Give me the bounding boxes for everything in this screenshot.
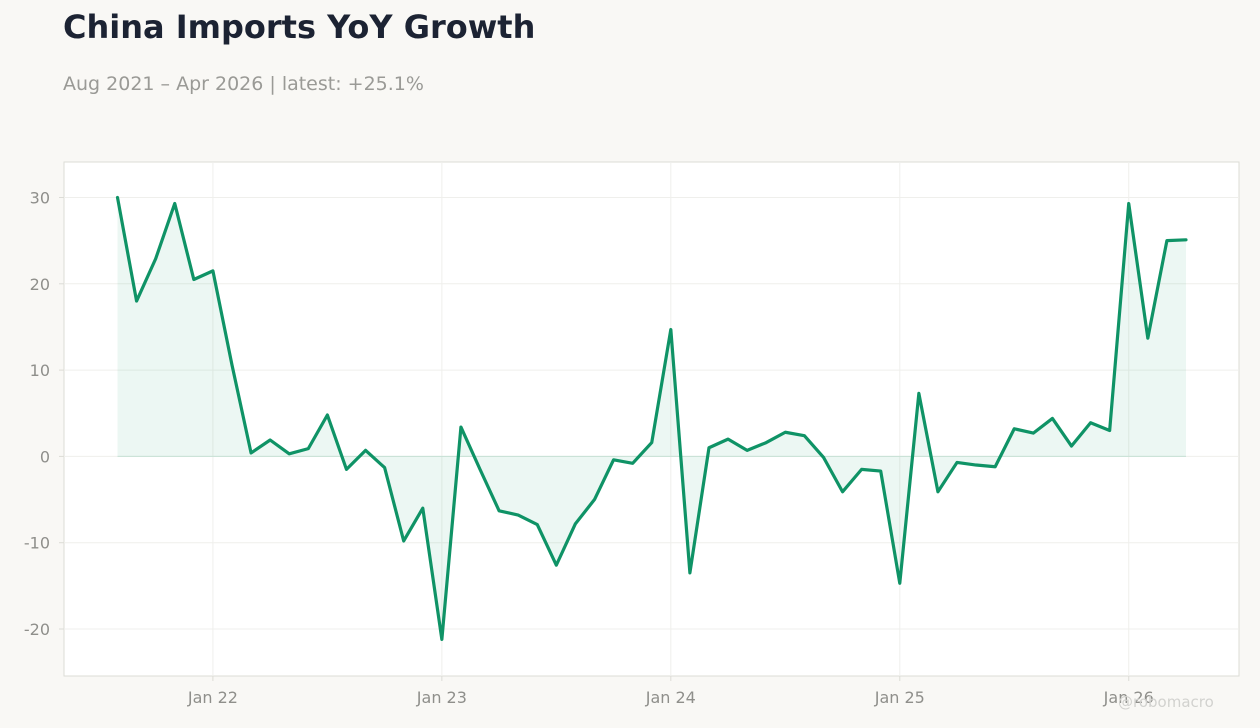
data-point <box>1050 416 1054 420</box>
data-point <box>821 455 825 459</box>
data-point <box>287 452 291 456</box>
series-line <box>115 195 1188 641</box>
plot-area <box>63 161 1240 677</box>
data-point <box>535 523 539 527</box>
data-point <box>650 441 654 445</box>
data-point <box>173 202 177 206</box>
y-tick-label: 0 <box>40 447 50 466</box>
data-point <box>1089 421 1093 425</box>
data-point <box>783 430 787 434</box>
y-tick-label: -10 <box>24 534 50 553</box>
chart-title: China Imports YoY Growth <box>63 8 536 46</box>
data-point <box>478 467 482 471</box>
data-point <box>230 363 234 367</box>
data-point <box>745 448 749 452</box>
data-point <box>402 539 406 543</box>
x-tick-label: Jan 22 <box>187 688 238 707</box>
data-point <box>440 637 444 641</box>
data-point <box>612 458 616 462</box>
data-point <box>516 513 520 517</box>
y-tick-label: 20 <box>30 275 50 294</box>
y-tick-label: 10 <box>30 361 50 380</box>
data-point <box>1127 202 1131 206</box>
y-tick-label: -20 <box>24 620 50 639</box>
x-tick-label: Jan 25 <box>874 688 925 707</box>
data-point <box>211 269 215 273</box>
data-point <box>497 509 501 513</box>
data-point <box>993 465 997 469</box>
data-point <box>917 391 921 395</box>
data-point <box>726 437 730 441</box>
data-point <box>1184 238 1188 242</box>
data-point <box>421 506 425 510</box>
data-point <box>573 522 577 526</box>
watermark: @robomacro <box>1118 693 1214 711</box>
data-point <box>707 446 711 450</box>
data-point <box>669 328 673 332</box>
data-point <box>268 438 272 442</box>
data-point <box>1031 431 1035 435</box>
data-point <box>1108 429 1112 433</box>
data-point <box>1146 336 1150 340</box>
data-point <box>974 463 978 467</box>
data-point <box>1165 239 1169 243</box>
data-point <box>936 490 940 494</box>
data-point <box>154 257 158 261</box>
data-point <box>344 467 348 471</box>
data-point <box>841 490 845 494</box>
data-point <box>802 434 806 438</box>
data-point <box>192 277 196 281</box>
data-point <box>955 460 959 464</box>
data-point <box>249 451 253 455</box>
data-point <box>364 448 368 452</box>
data-point <box>116 196 120 200</box>
data-point <box>459 425 463 429</box>
data-point <box>325 413 329 417</box>
data-point <box>631 461 635 465</box>
data-point <box>898 581 902 585</box>
x-tick-label: Jan 26 <box>1103 688 1154 707</box>
x-tick-label: Jan 24 <box>645 688 696 707</box>
data-point <box>383 466 387 470</box>
data-point <box>1070 444 1074 448</box>
data-point <box>879 469 883 473</box>
data-point <box>306 447 310 451</box>
y-tick-label: 30 <box>30 189 50 208</box>
data-point <box>860 467 864 471</box>
data-point <box>554 563 558 567</box>
data-point <box>1012 427 1016 431</box>
x-tick-label: Jan 23 <box>416 688 467 707</box>
chart-subtitle: Aug 2021 – Apr 2026 | latest: +25.1% <box>63 73 424 95</box>
data-point <box>764 441 768 445</box>
data-point <box>593 498 597 502</box>
data-point <box>135 299 139 303</box>
data-point <box>688 571 692 575</box>
